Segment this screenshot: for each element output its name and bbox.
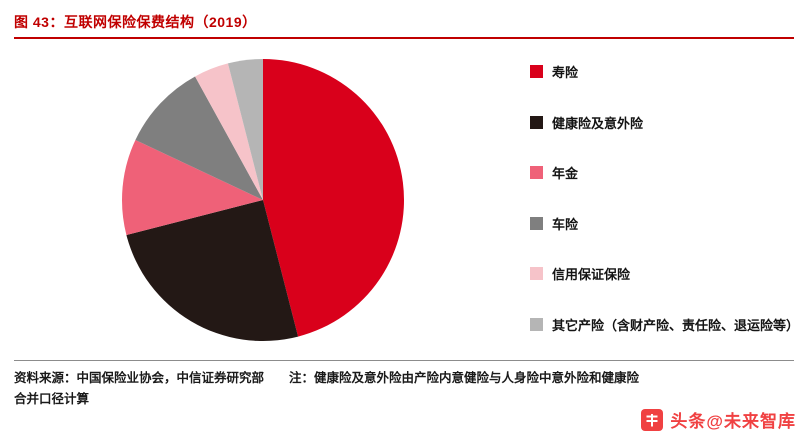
legend-swatch [530,115,543,129]
source-note-line1: 资料来源：中国保险业协会，中信证券研究部 注：健康险及意外险由产险内意健险与人身… [14,371,640,385]
legend-label: 信用保证保险 [552,267,631,282]
legend-label: 健康险及意外险 [552,115,644,131]
pie-chart-container [120,57,406,343]
watermark-text: 头条@未来智库 [670,412,796,431]
pie-slice-4 [195,63,263,201]
legend: 寿险健康险及意外险 年金车险信用保证保险其它产险（含财产险、责任险、退运险等） [530,63,802,366]
pie-slice-1 [126,200,299,342]
pie-chart [122,59,405,342]
pie-slice-5 [227,59,263,200]
source-note: 资料来源：中国保险业协会，中信证券研究部 注：健康险及意外险由产险内意健险与人身… [14,368,789,409]
legend-item: 寿险 [530,63,802,83]
footer-divider [14,360,794,361]
legend-item: 其它产险（含财产险、责任险、退运险等） [530,316,802,336]
figure-title: 图 43：互联网保险保费结构（2019） [14,14,257,30]
legend-swatch [530,267,543,280]
toutiao-logo-icon [641,408,664,431]
legend-label: 年金 [552,166,579,181]
legend-item: 年金 [530,164,802,184]
pie-slice-3 [135,76,263,200]
legend-label: 车险 [552,216,579,232]
pie-slice-0 [263,59,405,337]
legend-item: 健康险及意外险 [530,114,802,134]
legend-swatch [530,216,543,230]
pie-slice-2 [122,139,263,236]
legend-item: 车险 [530,215,802,235]
legend-swatch [530,317,543,331]
legend-swatch [530,166,543,179]
legend-label: 寿险 [552,65,579,80]
title-underline [14,37,794,39]
legend-swatch [530,65,543,78]
legend-label: 其它产险（含财产险、责任险、退运险等） [552,317,800,333]
watermark: 头条@未来智库 [641,407,796,432]
source-note-line2: 合并口径计算 [14,391,90,406]
legend-item: 信用保证保险 [530,265,802,285]
